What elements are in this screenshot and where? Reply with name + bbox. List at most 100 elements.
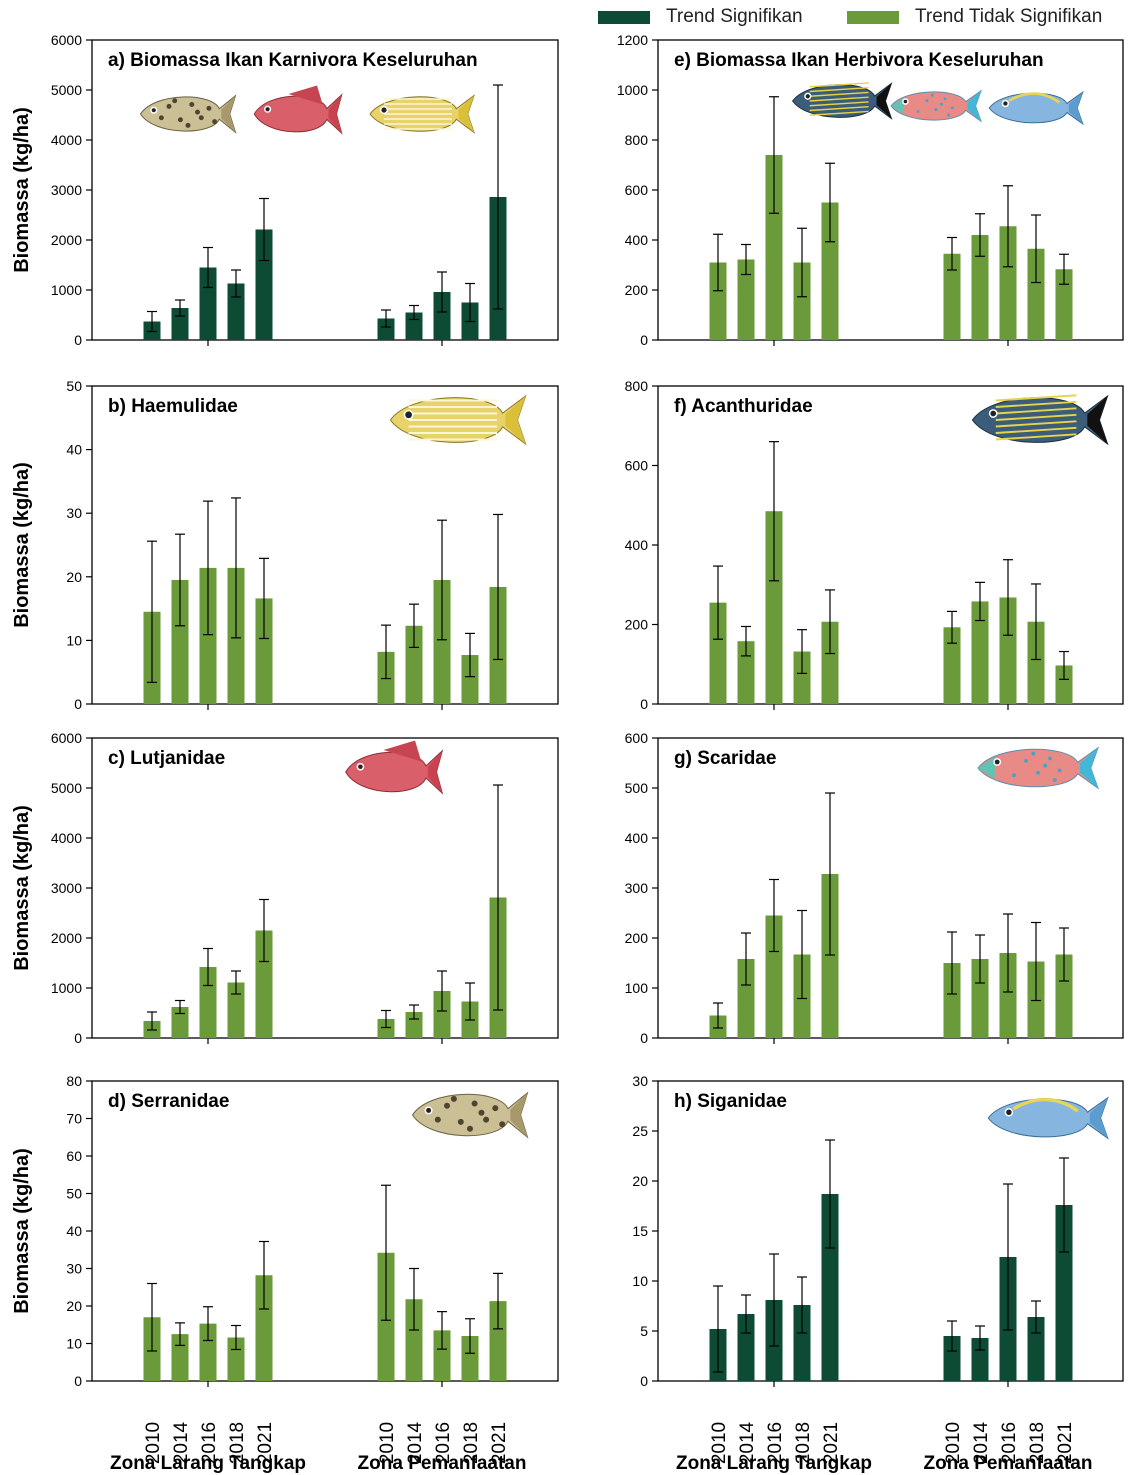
x-tick-label: 2016 [765, 1422, 786, 1464]
panel-title: c) Lutjanidae [108, 748, 225, 769]
y-tick-label: 0 [74, 1030, 82, 1046]
bar [999, 226, 1017, 340]
y-tick-label: 10 [66, 1336, 82, 1352]
zone-label: Zona Larang Tangkap [110, 1453, 306, 1474]
x-tick-label: 2014 [971, 1421, 992, 1464]
snapper-icon [345, 740, 444, 795]
y-tick-label: 6000 [51, 730, 82, 746]
bar [737, 959, 755, 1038]
panel-title: a) Biomassa Ikan Karnivora Keseluruhan [108, 50, 478, 71]
y-tick-label: 200 [625, 930, 649, 946]
bar [1027, 621, 1045, 704]
bar [943, 963, 961, 1038]
x-tick-label: 2010 [377, 1422, 398, 1464]
bar [971, 959, 989, 1038]
bar [255, 930, 273, 1038]
x-tick-label: 2010 [143, 1422, 164, 1464]
y-axis-label: Biomassa (kg/ha) [11, 107, 33, 273]
x-tick-label: 2010 [709, 1422, 730, 1464]
y-tick-label: 100 [625, 980, 649, 996]
parrotfish-icon [890, 89, 983, 123]
y-tick-label: 600 [625, 730, 649, 746]
y-tick-label: 25 [632, 1123, 648, 1139]
y-axis-label: Biomassa (kg/ha) [11, 1148, 33, 1314]
bar [255, 1275, 273, 1381]
bar [943, 253, 961, 340]
y-tick-label: 1000 [51, 980, 82, 996]
y-tick-label: 60 [66, 1148, 82, 1164]
bar [171, 579, 189, 704]
bar [821, 1194, 839, 1381]
panel-g: 0 100 200 300 400 500 600 g) Scaridae [625, 730, 1124, 1046]
y-tick-label: 600 [625, 458, 649, 474]
panel-f: 0 200 400 600 800 f) Acanthuridae [625, 378, 1124, 712]
sweetlips-icon [369, 94, 475, 134]
grouper-icon [139, 94, 237, 134]
y-tick-label: 0 [74, 696, 82, 712]
bar [971, 235, 989, 340]
x-tick-label: 2018 [461, 1422, 482, 1464]
y-tick-label: 20 [632, 1173, 648, 1189]
y-tick-label: 10 [66, 632, 82, 648]
bar [821, 874, 839, 1038]
bar [971, 1338, 989, 1381]
y-tick-label: 15 [632, 1223, 648, 1239]
bar [709, 602, 727, 704]
y-tick-label: 50 [66, 1186, 82, 1202]
y-tick-label: 2000 [51, 930, 82, 946]
bar [433, 1330, 451, 1381]
bar [793, 1305, 811, 1381]
y-tick-label: 50 [66, 378, 82, 394]
panel-title: e) Biomassa Ikan Herbivora Keseluruhan [674, 50, 1044, 71]
y-tick-label: 0 [640, 1030, 648, 1046]
bar [765, 915, 783, 1038]
bar [227, 1337, 245, 1381]
y-tick-label: 30 [632, 1073, 648, 1089]
bar [433, 579, 451, 704]
y-tick-label: 1000 [617, 82, 648, 98]
y-tick-label: 6000 [51, 32, 82, 48]
bar [765, 511, 783, 704]
panel-e: 0 200 400 600 800 1000 1200 e) Biomassa Ikan He… [617, 32, 1124, 348]
y-tick-label: 2000 [51, 232, 82, 248]
bar [1055, 665, 1073, 704]
bar [999, 597, 1017, 704]
y-tick-label: 500 [625, 780, 649, 796]
x-tick-label: 2014 [171, 1421, 192, 1464]
legend-swatch-significant [598, 10, 650, 24]
panel-title: b) Haemulidae [108, 396, 238, 417]
rabbitfish-icon [987, 1096, 1109, 1140]
bar [199, 1323, 217, 1381]
bar [737, 259, 755, 340]
bar [709, 262, 727, 340]
surgeonfish-icon [791, 82, 893, 120]
legend-significant: Trend Signifikan [598, 4, 803, 30]
y-tick-label: 5000 [51, 82, 82, 98]
y-tick-label: 5 [640, 1323, 648, 1339]
x-tick-label: 2016 [433, 1422, 454, 1464]
panel-c: 0 1000 2000 3000 4000 5000 6000 Biomassa (kg/ha… [11, 730, 559, 1046]
surgeonfish-icon [971, 394, 1109, 446]
legend-swatch-not-significant [847, 10, 899, 24]
zone-label: Zona Pemanfaatan [358, 1453, 527, 1474]
bar [943, 627, 961, 704]
bar [971, 601, 989, 704]
rabbitfish-icon [988, 90, 1084, 126]
x-tick-label: 2014 [737, 1421, 758, 1464]
sweetlips-icon [389, 394, 527, 446]
bar [199, 967, 217, 1038]
y-axis-label: Biomassa (kg/ha) [11, 462, 33, 628]
x-tick-label: 2021 [489, 1422, 510, 1464]
y-tick-label: 70 [66, 1111, 82, 1127]
bar [255, 598, 273, 704]
x-tick-label: 2016 [199, 1422, 220, 1464]
bar [793, 262, 811, 340]
zone-label: Zona Pemanfaatan [924, 1453, 1093, 1474]
x-tick-label: 2021 [821, 1422, 842, 1464]
y-tick-label: 30 [66, 505, 82, 521]
bar [227, 283, 245, 340]
y-tick-label: 200 [625, 617, 649, 633]
panel-title: h) Siganidae [674, 1091, 787, 1112]
